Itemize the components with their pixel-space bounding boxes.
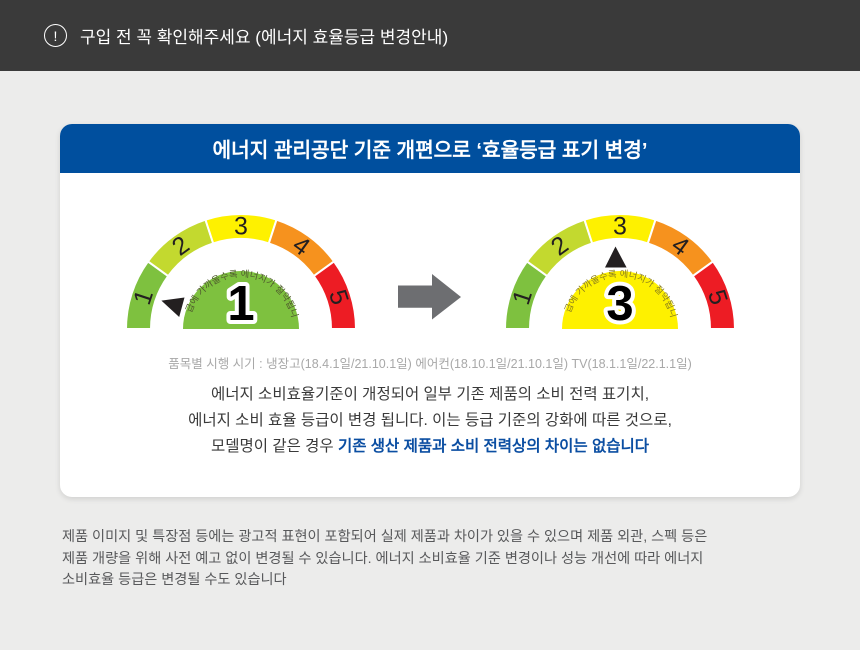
svg-text:1: 1 (227, 277, 254, 331)
svg-text:3: 3 (613, 213, 627, 241)
svg-text:3: 3 (234, 213, 248, 241)
svg-text:3: 3 (606, 277, 633, 331)
